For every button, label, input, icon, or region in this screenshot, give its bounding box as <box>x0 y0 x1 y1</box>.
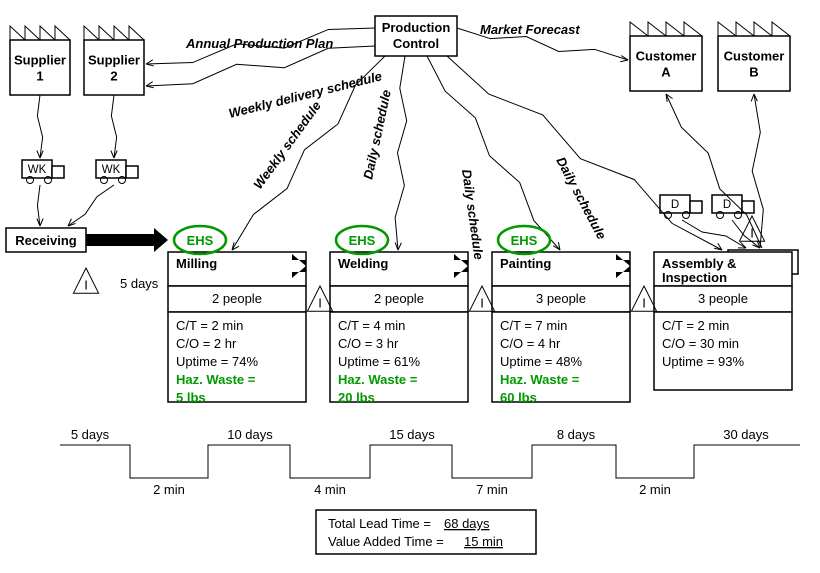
svg-text:8 days: 8 days <box>557 427 596 442</box>
svg-text:C/O = 3 hr: C/O = 3 hr <box>338 336 399 351</box>
svg-text:Receiving: Receiving <box>15 233 76 248</box>
svg-text:Uptime = 74%: Uptime = 74% <box>176 354 258 369</box>
svg-text:2 people: 2 people <box>212 291 262 306</box>
svg-text:3 people: 3 people <box>536 291 586 306</box>
svg-text:I: I <box>480 296 484 311</box>
svg-text:B: B <box>749 65 758 80</box>
svg-text:Milling: Milling <box>176 256 217 271</box>
svg-text:C/O = 4 hr: C/O = 4 hr <box>500 336 561 351</box>
svg-text:5 lbs: 5 lbs <box>176 390 206 405</box>
inv-receiving-days: 5 days <box>120 276 159 291</box>
svg-text:C/T = 2 min: C/T = 2 min <box>662 318 729 333</box>
svg-text:Uptime = 93%: Uptime = 93% <box>662 354 744 369</box>
svg-text:EHS: EHS <box>349 233 376 248</box>
svg-text:2: 2 <box>110 69 117 84</box>
svg-text:I: I <box>750 226 754 241</box>
svg-text:15 days: 15 days <box>389 427 435 442</box>
svg-text:I: I <box>84 278 88 293</box>
svg-text:WK: WK <box>102 164 121 176</box>
label-market-forecast: Market Forecast <box>480 22 580 37</box>
svg-text:Value Added Time =: Value Added Time = <box>328 534 444 549</box>
value-stream-map: Supplier1Supplier2CustomerACustomerBProd… <box>0 0 820 573</box>
svg-text:Welding: Welding <box>338 256 388 271</box>
svg-text:15 min: 15 min <box>464 534 503 549</box>
svg-text:Control: Control <box>393 36 439 51</box>
svg-text:2 people: 2 people <box>374 291 424 306</box>
svg-text:3 people: 3 people <box>698 291 748 306</box>
svg-text:D: D <box>671 199 679 211</box>
svg-text:Assembly &: Assembly & <box>662 256 736 271</box>
svg-text:68 days: 68 days <box>444 516 490 531</box>
svg-text:C/T = 2 min: C/T = 2 min <box>176 318 243 333</box>
svg-text:D: D <box>723 199 731 211</box>
svg-text:C/T = 4 min: C/T = 4 min <box>338 318 405 333</box>
svg-text:10 days: 10 days <box>227 427 273 442</box>
svg-text:Haz. Waste =: Haz. Waste = <box>176 372 256 387</box>
svg-text:2 min: 2 min <box>639 482 671 497</box>
svg-text:Uptime = 48%: Uptime = 48% <box>500 354 582 369</box>
svg-text:60 lbs: 60 lbs <box>500 390 537 405</box>
label-annual-plan: Annual Production Plan <box>185 36 333 51</box>
svg-text:Haz. Waste =: Haz. Waste = <box>500 372 580 387</box>
svg-text:C/O = 30 min: C/O = 30 min <box>662 336 739 351</box>
svg-text:Customer: Customer <box>636 49 697 64</box>
svg-text:C/O = 2 hr: C/O = 2 hr <box>176 336 237 351</box>
svg-text:A: A <box>661 65 671 80</box>
svg-text:EHS: EHS <box>187 233 214 248</box>
svg-text:Painting: Painting <box>500 256 551 271</box>
svg-text:Customer: Customer <box>724 49 785 64</box>
svg-text:Production: Production <box>382 20 451 35</box>
svg-text:Haz. Waste =: Haz. Waste = <box>338 372 418 387</box>
svg-text:I: I <box>642 296 646 311</box>
svg-text:30 days: 30 days <box>723 427 769 442</box>
svg-text:I: I <box>318 296 322 311</box>
svg-text:7 min: 7 min <box>476 482 508 497</box>
svg-text:1: 1 <box>36 69 43 84</box>
svg-text:Inspection: Inspection <box>662 270 727 285</box>
svg-text:4 min: 4 min <box>314 482 346 497</box>
svg-text:Supplier: Supplier <box>88 53 140 68</box>
svg-text:Uptime = 61%: Uptime = 61% <box>338 354 420 369</box>
svg-text:5 days: 5 days <box>71 427 110 442</box>
svg-text:EHS: EHS <box>511 233 538 248</box>
svg-text:C/T = 7 min: C/T = 7 min <box>500 318 567 333</box>
svg-text:Total Lead Time =: Total Lead Time = <box>328 516 431 531</box>
svg-text:WK: WK <box>28 164 47 176</box>
svg-text:20 lbs: 20 lbs <box>338 390 375 405</box>
svg-text:2 min: 2 min <box>153 482 185 497</box>
svg-text:Supplier: Supplier <box>14 53 66 68</box>
